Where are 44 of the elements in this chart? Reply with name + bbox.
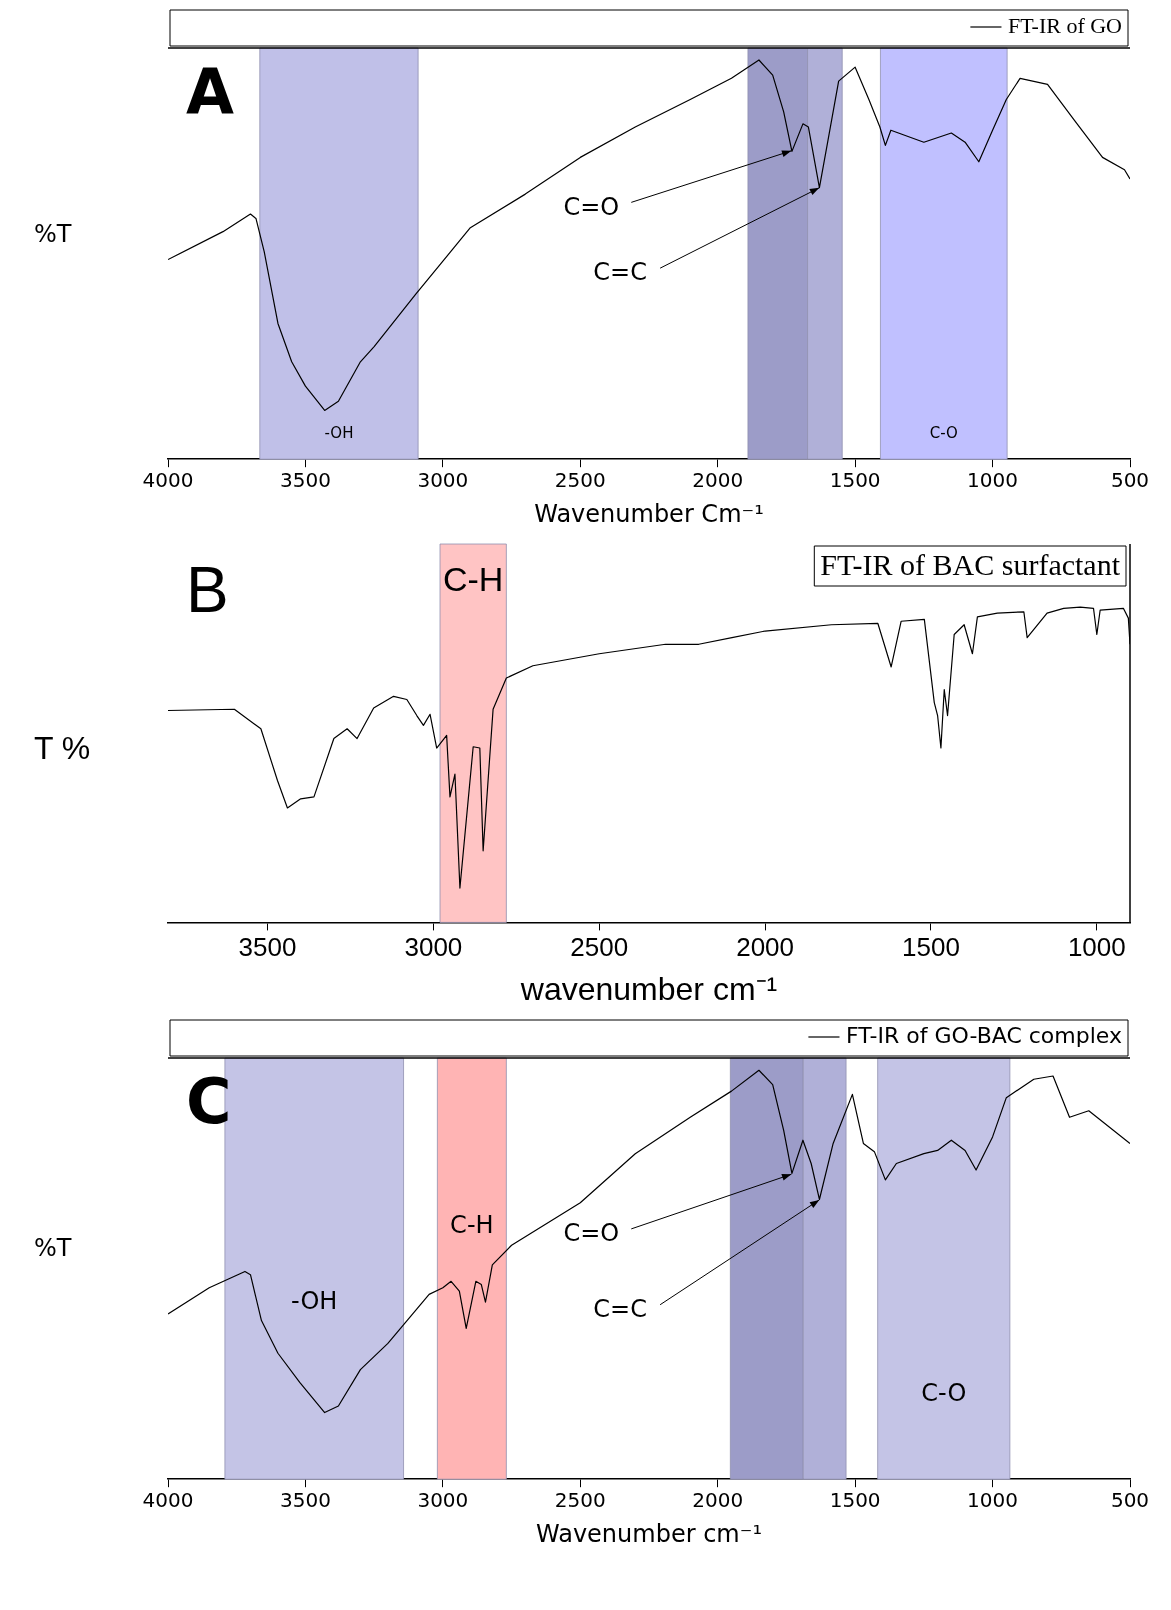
x-tick-label: 500	[1110, 468, 1150, 493]
x-tick-label: 3000	[417, 468, 469, 493]
band-label: -OH	[324, 424, 354, 443]
x-tick-label: 2000	[692, 468, 744, 493]
annotation: C=C	[593, 258, 647, 287]
y-axis-title: %T	[34, 1234, 72, 1262]
band-label: C-O	[921, 1379, 967, 1408]
annotation: C=C	[593, 1294, 647, 1323]
x-tick-label: 2500	[554, 468, 606, 493]
x-tick-label: 1000	[967, 468, 1019, 493]
annotation: C=O	[563, 192, 620, 221]
chart-title: C	[186, 1065, 232, 1139]
y-axis-title: %T	[34, 220, 72, 248]
x-tick-label: 4000	[142, 468, 194, 493]
band-label: -OH	[291, 1286, 338, 1315]
annotation: C=O	[563, 1219, 620, 1248]
band-label: C-O	[929, 424, 958, 443]
x-tick-label: 3000	[404, 932, 463, 963]
legend-label: FT-IR of GO	[1007, 12, 1123, 38]
x-tick-label: 2500	[570, 932, 629, 963]
band-label: C-H	[450, 1210, 494, 1239]
band-label: C-H	[442, 560, 504, 599]
x-axis-title: Wavenumber Cm⁻¹	[534, 499, 764, 528]
x-tick-label: 3000	[417, 1488, 469, 1513]
text: FT-IR of BAC surfactant	[820, 547, 1121, 581]
x-tick-label: 2000	[692, 1488, 744, 1513]
x-tick-label: 1500	[829, 468, 881, 493]
x-tick-label: 1000	[967, 1488, 1019, 1513]
x-tick-label: 1500	[902, 932, 960, 963]
x-tick-label: 1000	[1067, 932, 1126, 963]
x-tick-label: 3500	[279, 1488, 331, 1513]
x-tick-label: 4000	[142, 1488, 194, 1513]
y-axis-title: T %	[34, 730, 91, 767]
x-tick-label: 1500	[829, 1488, 881, 1513]
x-tick-label: 3500	[238, 932, 297, 963]
x-tick-label: 3500	[279, 468, 331, 493]
chart-title: B	[186, 553, 229, 626]
x-axis-title: wavenumber cm⁻¹	[519, 970, 778, 1007]
x-axis-title: Wavenumber cm⁻¹	[535, 1519, 763, 1548]
x-tick-label: 2000	[736, 932, 795, 963]
x-tick-label: 500	[1110, 1488, 1150, 1513]
legend-label: FT-IR of GO-BAC complex	[845, 1022, 1123, 1048]
x-tick-label: 2500	[554, 1488, 606, 1513]
chart-title: A	[186, 55, 234, 129]
